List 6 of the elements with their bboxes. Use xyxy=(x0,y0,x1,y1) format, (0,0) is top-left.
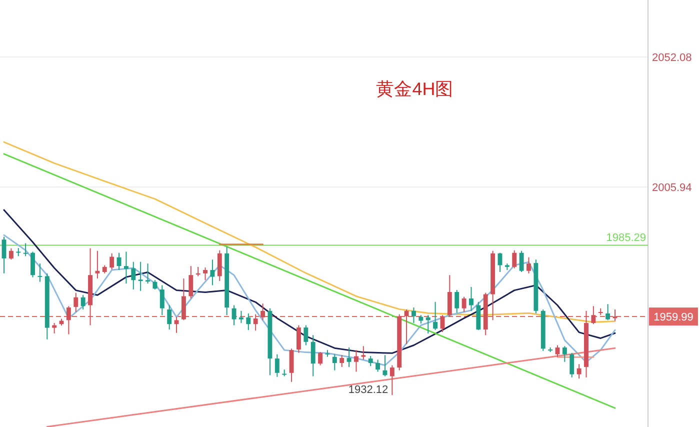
y-tick-label: 2052.08 xyxy=(652,52,692,64)
ref-line-label: 1959.99 xyxy=(654,312,694,324)
annotation: 1932.12 xyxy=(348,384,388,396)
y-tick-label: 2005.94 xyxy=(652,182,692,194)
text: 黄金4H图 xyxy=(376,79,454,99)
ref-line-label: 1985.29 xyxy=(606,232,646,244)
